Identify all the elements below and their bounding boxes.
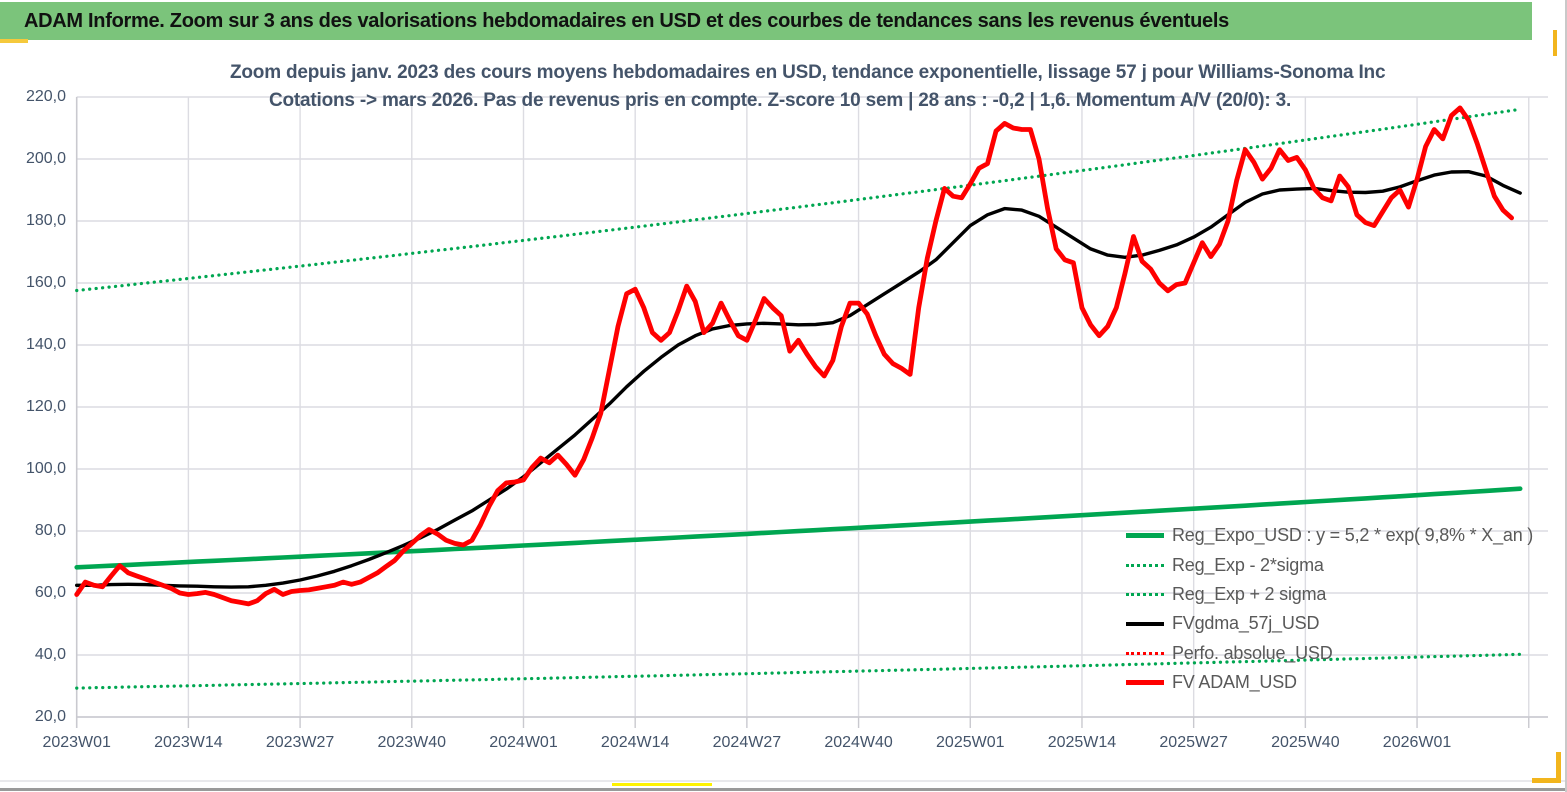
legend-item-label: FVgdma_57j_USD <box>1172 613 1320 634</box>
x-tick-label[interactable]: 2025W27 <box>1159 734 1228 751</box>
y-tick-label[interactable]: 160,0 <box>25 274 66 291</box>
legend-item-label: Reg_Exp - 2*sigma <box>1172 554 1324 575</box>
x-tick-label[interactable]: 2024W01 <box>489 734 558 751</box>
series-fvgdma-57j[interactable] <box>75 170 1522 589</box>
legend-line-sample <box>1126 563 1164 567</box>
legend-line-sample <box>1126 533 1164 539</box>
legend-line-sample <box>1126 680 1164 686</box>
legend-line-sample <box>1126 651 1164 655</box>
chart-title-line2[interactable]: Cotations -> mars 2026. Pas de revenus p… <box>268 90 1292 111</box>
legend-line-sample <box>1126 622 1164 626</box>
x-tick-label[interactable]: 2023W40 <box>377 734 447 751</box>
series-fv-adam[interactable] <box>74 105 1514 607</box>
x-tick-label[interactable]: 2024W40 <box>824 734 893 751</box>
selection-handle-top-right[interactable] <box>1553 30 1557 56</box>
y-tick-label[interactable]: 100,0 <box>25 460 66 477</box>
window-right-border <box>1565 0 1567 792</box>
legend-item[interactable]: FV ADAM_USD <box>1126 668 1533 697</box>
legend-item-label: Perfo. absolue_USD <box>1172 642 1333 663</box>
x-tick-label[interactable]: 2026W01 <box>1382 734 1452 751</box>
legend-item[interactable]: Reg_Expo_USD : y = 5,2 * exp( 9,8% * X_a… <box>1126 521 1533 550</box>
y-tick-label[interactable]: 200,0 <box>25 150 66 167</box>
yellow-highlight-strip <box>612 783 712 786</box>
chart-title-line1[interactable]: Zoom depuis janv. 2023 des cours moyens … <box>230 62 1386 83</box>
legend-line-sample <box>1126 592 1164 596</box>
y-tick-label[interactable]: 40,0 <box>34 646 66 663</box>
x-tick-label[interactable]: 2024W14 <box>600 734 670 751</box>
y-tick-label[interactable]: 60,0 <box>34 584 66 601</box>
window-bottom-border <box>0 788 1567 791</box>
y-tick-label[interactable]: 80,0 <box>34 522 66 539</box>
y-tick-label[interactable]: 220,0 <box>25 88 66 105</box>
selection-handle-bottom-right-h[interactable] <box>1532 778 1561 783</box>
selection-handle-bottom-right-v[interactable] <box>1556 752 1561 783</box>
x-tick-label[interactable]: 2023W27 <box>265 734 335 751</box>
x-tick-label[interactable]: 2023W01 <box>42 734 111 751</box>
y-tick-label[interactable]: 180,0 <box>25 212 66 229</box>
legend-item[interactable]: Perfo. absolue_USD <box>1126 639 1533 668</box>
x-tick-label[interactable]: 2025W40 <box>1271 734 1340 751</box>
x-tick-label[interactable]: 2025W14 <box>1047 734 1117 751</box>
x-tick-label[interactable]: 2025W01 <box>936 734 1005 751</box>
legend-item[interactable]: FVgdma_57j_USD <box>1126 609 1533 638</box>
y-tick-label[interactable]: 20,0 <box>34 708 66 725</box>
header-banner-text: ADAM Informe. Zoom sur 3 ans des valoris… <box>24 9 1229 32</box>
legend-item-label: Reg_Expo_USD : y = 5,2 * exp( 9,8% * X_a… <box>1172 525 1534 546</box>
legend-item-label: Reg_Exp + 2 sigma <box>1172 583 1327 604</box>
selection-handle-top-left[interactable] <box>0 39 28 43</box>
legend-item[interactable]: Reg_Exp + 2 sigma <box>1126 580 1533 609</box>
x-tick-label[interactable]: 2024W27 <box>712 734 782 751</box>
legend-item[interactable]: Reg_Exp - 2*sigma <box>1126 550 1533 579</box>
sheet-divider-line <box>0 780 1567 782</box>
header-banner[interactable]: ADAM Informe. Zoom sur 3 ans des valoris… <box>0 2 1532 40</box>
chart-legend[interactable]: Reg_Expo_USD : y = 5,2 * exp( 9,8% * X_a… <box>1126 521 1533 697</box>
x-tick-label[interactable]: 2023W14 <box>154 734 223 751</box>
y-tick-label[interactable]: 120,0 <box>25 398 66 415</box>
series-reg-expo[interactable] <box>74 486 1523 570</box>
legend-item-label: FV ADAM_USD <box>1172 672 1297 693</box>
series-reg-minus-2sigma[interactable] <box>75 652 1522 690</box>
y-tick-label[interactable]: 140,0 <box>25 336 66 353</box>
series-reg-plus-2sigma[interactable] <box>75 107 1522 293</box>
